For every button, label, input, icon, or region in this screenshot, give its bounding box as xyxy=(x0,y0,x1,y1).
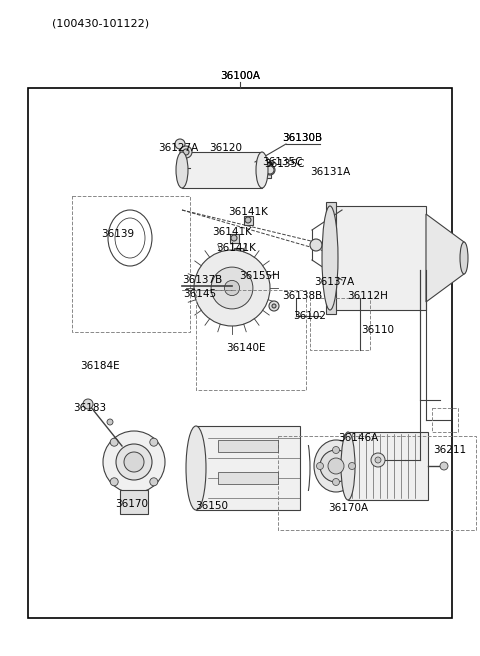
Circle shape xyxy=(316,462,324,470)
Text: 36102: 36102 xyxy=(293,311,326,321)
Text: 36100A: 36100A xyxy=(220,71,260,81)
Ellipse shape xyxy=(256,152,268,188)
Text: 36170A: 36170A xyxy=(328,503,368,513)
Circle shape xyxy=(272,304,276,308)
Bar xyxy=(244,216,253,225)
Circle shape xyxy=(150,478,158,486)
Polygon shape xyxy=(426,214,464,302)
Circle shape xyxy=(180,146,192,158)
Circle shape xyxy=(124,452,144,472)
Text: 36145: 36145 xyxy=(183,289,216,299)
Circle shape xyxy=(110,438,118,446)
Circle shape xyxy=(183,149,189,155)
Circle shape xyxy=(175,139,185,149)
Ellipse shape xyxy=(176,152,188,188)
Circle shape xyxy=(107,419,113,425)
Bar xyxy=(310,298,370,350)
Text: 36146A: 36146A xyxy=(338,433,378,443)
Text: 36120: 36120 xyxy=(209,143,242,153)
Text: 36141K: 36141K xyxy=(216,243,256,253)
Ellipse shape xyxy=(314,440,358,492)
Ellipse shape xyxy=(460,242,468,274)
Bar xyxy=(278,436,476,530)
Ellipse shape xyxy=(103,431,165,493)
Bar xyxy=(196,290,306,390)
Text: 36112H: 36112H xyxy=(348,291,388,301)
Text: 36141K: 36141K xyxy=(212,227,252,237)
Circle shape xyxy=(269,301,279,311)
Text: 36135C: 36135C xyxy=(264,159,304,169)
Ellipse shape xyxy=(341,432,355,500)
Text: 36141K: 36141K xyxy=(228,207,268,217)
Text: 36184E: 36184E xyxy=(80,361,120,371)
Circle shape xyxy=(320,450,352,482)
Circle shape xyxy=(83,399,93,409)
Text: 36211: 36211 xyxy=(433,445,467,455)
Ellipse shape xyxy=(322,206,338,310)
Circle shape xyxy=(310,239,322,251)
Circle shape xyxy=(110,478,118,486)
Bar xyxy=(120,490,148,514)
Bar xyxy=(432,408,458,432)
Circle shape xyxy=(440,462,448,470)
Bar xyxy=(218,472,278,484)
Circle shape xyxy=(150,438,158,446)
Bar xyxy=(218,440,278,452)
Bar xyxy=(263,162,271,178)
Bar xyxy=(234,248,243,257)
Circle shape xyxy=(194,250,270,326)
Text: 36131A: 36131A xyxy=(310,167,350,177)
Text: (100430-101122): (100430-101122) xyxy=(52,18,149,28)
Bar xyxy=(230,234,239,243)
Text: 36155H: 36155H xyxy=(240,271,280,281)
Circle shape xyxy=(231,235,237,241)
Text: 36130B: 36130B xyxy=(282,133,322,143)
Bar xyxy=(330,206,426,310)
Circle shape xyxy=(328,458,344,474)
Ellipse shape xyxy=(116,444,152,480)
Text: 36183: 36183 xyxy=(73,403,107,413)
Text: 36130B: 36130B xyxy=(282,133,322,143)
Text: 36140E: 36140E xyxy=(226,343,266,353)
Text: 36100A: 36100A xyxy=(220,71,260,81)
Bar xyxy=(196,426,300,510)
Circle shape xyxy=(266,166,274,174)
Circle shape xyxy=(225,280,240,296)
Circle shape xyxy=(333,447,339,453)
Circle shape xyxy=(333,478,339,485)
Circle shape xyxy=(348,462,356,470)
Bar xyxy=(348,432,428,500)
Bar xyxy=(28,88,452,618)
Text: 36170: 36170 xyxy=(116,499,148,509)
Bar xyxy=(182,152,262,188)
Circle shape xyxy=(265,165,275,175)
Text: 36137B: 36137B xyxy=(182,275,222,285)
Bar xyxy=(72,196,190,332)
Bar xyxy=(326,202,336,314)
Text: 36110: 36110 xyxy=(361,325,395,335)
Circle shape xyxy=(371,453,385,467)
Text: 36150: 36150 xyxy=(195,501,228,511)
Text: 36138B: 36138B xyxy=(282,291,322,301)
Circle shape xyxy=(245,217,251,223)
Text: 36127A: 36127A xyxy=(158,143,198,153)
Circle shape xyxy=(235,249,241,255)
Text: 36139: 36139 xyxy=(101,229,134,239)
Text: 36137A: 36137A xyxy=(314,277,354,287)
Circle shape xyxy=(211,267,253,309)
Circle shape xyxy=(375,457,381,463)
Ellipse shape xyxy=(186,426,206,510)
Text: 36135C: 36135C xyxy=(262,157,302,167)
